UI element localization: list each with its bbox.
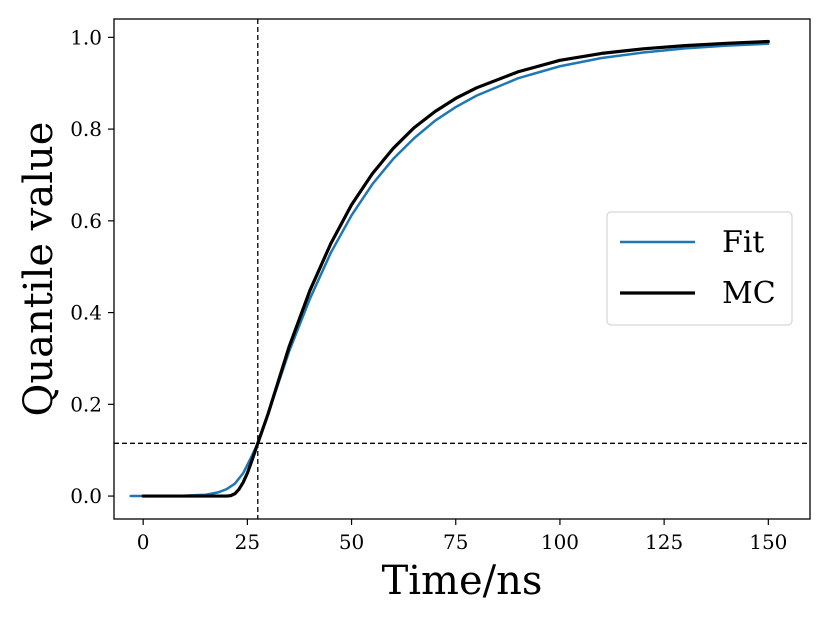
x-tick-label: 150 [749, 530, 787, 554]
x-tick-label: 50 [339, 530, 364, 554]
y-tick-label: 0.6 [70, 209, 102, 233]
x-tick-label: 100 [541, 530, 579, 554]
series-line-mc [141, 39, 770, 498]
legend-label-fit: Fit [722, 225, 764, 260]
y-axis-title: Quantile value [16, 122, 62, 417]
y-tick-label: 0.8 [70, 117, 102, 141]
y-tick-label: 1.0 [70, 25, 102, 49]
legend-box [606, 211, 793, 326]
y-tick-label: 0.2 [70, 392, 102, 416]
legend: Fit MC [606, 211, 793, 326]
x-tick-label: 75 [443, 530, 468, 554]
plot-frame [113, 18, 811, 520]
y-axis-ticks: 0.0 0.2 0.4 0.6 0.8 1.0 [70, 25, 114, 508]
x-axis-title: Time/ns [382, 558, 543, 604]
x-axis-ticks: 0 25 50 75 100 125 150 [137, 519, 787, 554]
x-tick-label: 25 [235, 530, 260, 554]
y-tick-label: 0.0 [70, 484, 102, 508]
plot-layer [114, 19, 810, 519]
series-line-fit [129, 42, 770, 498]
x-tick-label: 125 [645, 530, 683, 554]
y-tick-label: 0.4 [70, 301, 102, 325]
legend-label-mc: MC [722, 276, 776, 311]
x-tick-label: 0 [137, 530, 150, 554]
